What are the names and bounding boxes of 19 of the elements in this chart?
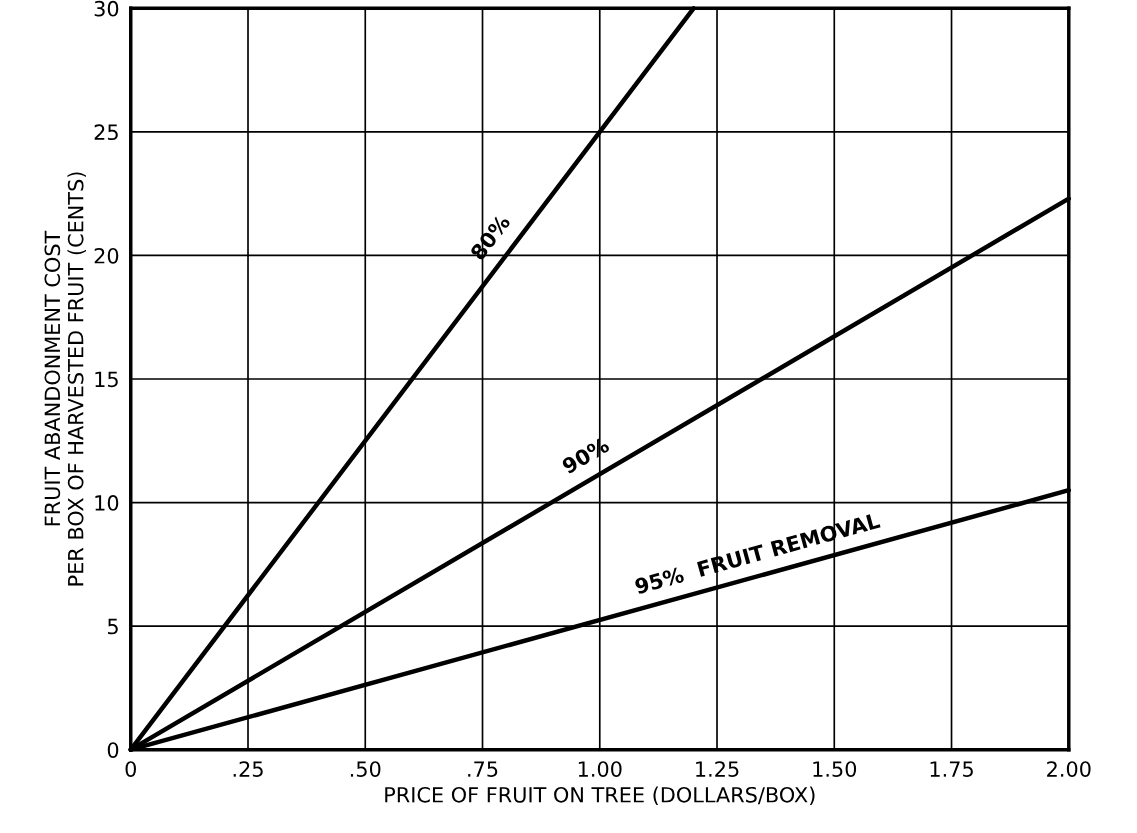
y-tick-label: 15 [95,371,118,388]
x-tick-label: 2.00 [1047,761,1091,777]
y-tick-label: 10 [95,495,119,511]
y-tick-label: 25 [94,124,118,141]
y-tick-label: 20 [94,247,119,264]
x-tick-label: 1.25 [696,761,739,777]
x-tick-label: .25 [233,761,263,777]
y-tick-label: 5 [108,618,118,635]
x-tick-label: .75 [468,761,498,777]
y-tick-label: 30 [94,0,119,17]
x-tick-label: .50 [350,761,381,777]
x-tick-label: 1.00 [578,761,622,777]
y-tick-label: 0 [107,742,119,758]
x-tick-label: 0 [125,761,136,777]
x-tick-label: 1.50 [813,761,857,777]
text: 90% [560,436,611,475]
x-axis-title: PRICE OF FRUIT ON TREE (DOLLARS/BOX) [385,786,815,806]
y-axis-title: FRUIT ABANDONMENT COST PER BOX OF HARVESTED FRUIT (CENTS) [44,172,86,586]
x-tick-label: 1.75 [930,761,973,777]
